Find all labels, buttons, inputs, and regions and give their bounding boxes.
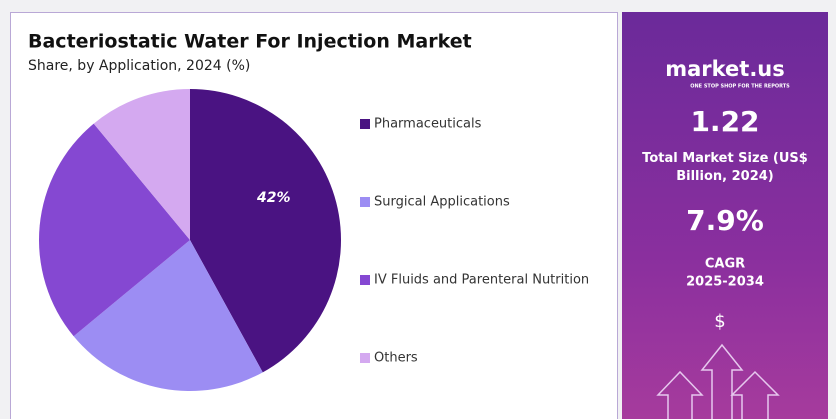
legend-label: IV Fluids and Parenteral Nutrition — [374, 273, 589, 288]
brand: market.us — [665, 57, 785, 81]
cagr-period: 2025-2034 — [686, 275, 764, 290]
legend-swatch — [360, 119, 370, 129]
legend-swatch — [360, 353, 370, 363]
chart-title: Bacteriostatic Water For Injection Marke… — [28, 31, 472, 53]
currency-icon: $ — [714, 311, 725, 332]
cagr-label: CAGR — [705, 257, 745, 272]
legend-swatch — [360, 275, 370, 285]
market-size-label: Total Market Size (US$ Billion, 2024) — [640, 150, 810, 186]
chart-subtitle: Share, by Application, 2024 (%) — [28, 58, 250, 74]
legend-label: Others — [374, 351, 418, 366]
page: Bacteriostatic Water For Injection Marke… — [0, 0, 836, 419]
tagline: ONE STOP SHOP FOR THE REPORTS — [690, 84, 790, 90]
market-size: 1.22 — [690, 105, 759, 138]
market-size-label-box: Total Market Size (US$ Billion, 2024) — [640, 150, 810, 194]
legend-swatch — [360, 197, 370, 207]
legend-label: Surgical Applications — [374, 195, 510, 210]
data-label: 42% — [256, 190, 291, 206]
cagr: 7.9% — [686, 204, 764, 237]
legend-label: Pharmaceuticals — [374, 117, 482, 132]
